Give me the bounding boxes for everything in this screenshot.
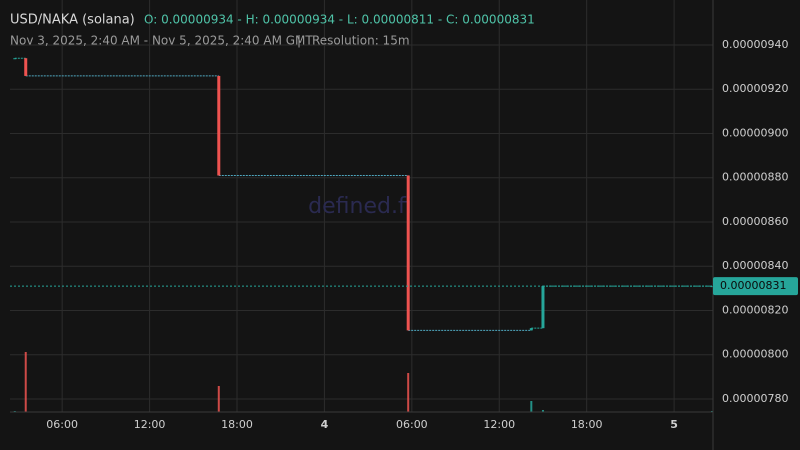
ohlc-text: O: 0.00000934 - H: 0.00000934 - L: 0.000… <box>144 13 535 27</box>
plot <box>10 57 714 412</box>
x-tick-label: 5 <box>670 418 678 431</box>
x-tick-label: 12:00 <box>134 418 166 431</box>
grid <box>10 0 713 412</box>
candle-body <box>24 58 28 76</box>
candle-body <box>541 286 545 329</box>
separator: | <box>297 34 301 48</box>
y-tick-label: 0.00000800 <box>722 348 788 361</box>
resolution: Resolution: 15m <box>312 34 410 48</box>
volume-bar <box>541 410 544 412</box>
y-tick-label: 0.00000940 <box>722 38 788 51</box>
last-price-label: 0.00000831 <box>720 279 786 292</box>
x-tick-label: 18:00 <box>221 418 253 431</box>
y-tick-label: 0.00000900 <box>722 126 788 139</box>
last-price-box <box>713 277 798 296</box>
x-tick-label: 12:00 <box>483 418 515 431</box>
y-tick-label: 0.00000880 <box>722 171 788 184</box>
volume-bar <box>24 352 27 412</box>
candle-body <box>529 328 533 331</box>
y-tick-label: 0.00000780 <box>722 392 788 405</box>
candle-body <box>13 58 17 60</box>
x-tick-label: 18:00 <box>571 418 603 431</box>
candle-body <box>406 175 410 331</box>
x-tick-label: 06:00 <box>396 418 428 431</box>
subtitle: Nov 3, 2025, 2:40 AM - Nov 5, 2025, 2:40… <box>10 34 313 48</box>
candle-body <box>217 75 221 176</box>
volume-bar <box>407 373 410 412</box>
y-tick-label: 0.00000860 <box>722 215 788 228</box>
volume-bar <box>217 386 220 412</box>
y-tick-label: 0.00000840 <box>722 259 788 272</box>
x-tick-label: 4 <box>321 418 329 431</box>
y-tick-label: 0.00000920 <box>722 82 788 95</box>
chart-title: USD/NAKA (solana) <box>10 13 135 28</box>
watermark: defined.fi <box>308 194 412 219</box>
volume-bar <box>530 401 533 412</box>
x-tick-label: 06:00 <box>46 418 78 431</box>
y-tick-label: 0.00000820 <box>722 303 788 316</box>
